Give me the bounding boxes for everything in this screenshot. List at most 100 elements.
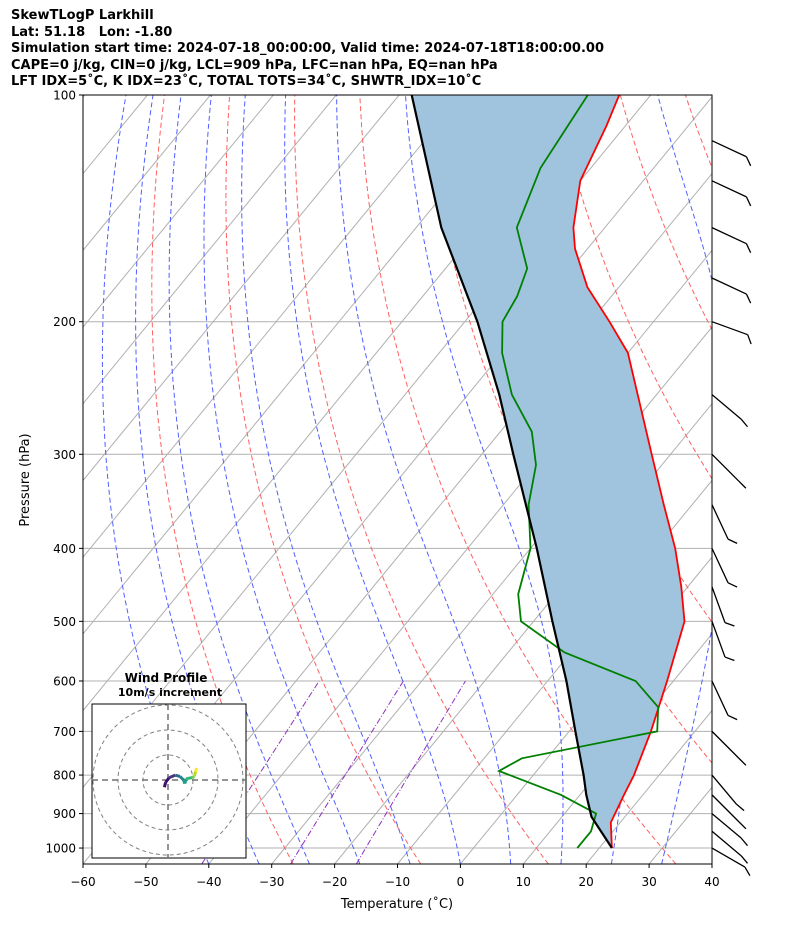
- isotherm--100: [83, 95, 463, 558]
- x-axis-label: Temperature (˚C): [340, 896, 453, 912]
- wind-barb-flag: [738, 757, 747, 766]
- title-stability-indices: LFT IDX=5˚C, K IDX=23˚C, TOTAL TOTS=34˚C…: [11, 74, 482, 89]
- wind-barb-flag: [738, 480, 747, 489]
- mixing-ratio-line: [355, 680, 466, 864]
- chart-header: SkewTLogP Larkhill Lat: 51.18 Lon: -1.80 S…: [11, 8, 604, 91]
- wind-barb-flag: [727, 714, 738, 721]
- hodograph-title: Wind Profile: [125, 671, 208, 685]
- wind-barb: [711, 180, 747, 198]
- wind-barb: [711, 504, 729, 540]
- moist-adiabat: [241, 95, 411, 864]
- wind-barb-flag: [724, 621, 735, 627]
- y-tick-label: 200: [53, 315, 76, 329]
- isotherm--160: [83, 95, 85, 98]
- cin-shading: [411, 95, 685, 848]
- y-tick-label: 400: [53, 542, 76, 556]
- wind-barb: [711, 586, 726, 623]
- x-tick-label: −20: [322, 875, 347, 889]
- title-station: SkewTLogP Larkhill: [11, 8, 154, 23]
- title-convective-indices: CAPE=0 j/kg, CIN=0 j/kg, LCL=909 hPa, LF…: [11, 57, 498, 73]
- wind-barb: [711, 394, 742, 420]
- wind-barb: [711, 140, 747, 158]
- temperature-profile: [572, 95, 686, 849]
- moist-adiabat: [203, 95, 361, 864]
- y-tick-label: 700: [53, 725, 76, 739]
- wind-barb-flag: [736, 803, 745, 812]
- y-tick-label: 1000: [45, 842, 76, 856]
- y-tick-label: 500: [53, 615, 76, 629]
- dry-adiabat: [684, 95, 712, 169]
- hodograph-trace: [164, 776, 171, 784]
- mixing-ratio-line: [290, 680, 404, 864]
- isotherm--140: [83, 95, 211, 252]
- wind-barb-flag: [745, 293, 752, 304]
- wind-barb-flag: [745, 243, 752, 254]
- wind-barb: [711, 277, 747, 295]
- x-tick-label: −30: [259, 875, 284, 889]
- dry-adiabat: [359, 95, 677, 864]
- wind-barb: [711, 813, 742, 839]
- hodograph-subtitle: 10m/s increment: [118, 686, 222, 699]
- y-tick-label: 600: [53, 674, 76, 688]
- hodograph-trace: [192, 771, 198, 777]
- wind-barb-flag: [727, 538, 738, 544]
- wind-barb-flag: [747, 334, 752, 345]
- hodograph-trace: [168, 773, 176, 779]
- isotherm--110: [83, 95, 400, 482]
- dry-adiabat: [751, 95, 794, 864]
- hodograph-trace: [185, 776, 193, 781]
- wind-barb: [711, 453, 740, 482]
- x-tick-label: 30: [641, 875, 656, 889]
- y-tick-label: 900: [53, 807, 76, 821]
- x-tick-label: −50: [133, 875, 158, 889]
- wind-barb: [711, 847, 746, 868]
- wind-barb: [711, 774, 737, 805]
- title-location: Lat: 51.18 Lon: -1.80: [11, 24, 173, 40]
- wind-barb: [711, 227, 747, 245]
- x-tick-label: −60: [70, 875, 95, 889]
- x-tick-label: 0: [457, 875, 465, 889]
- moist-adiabat: [336, 95, 512, 864]
- wind-barb: [711, 680, 729, 716]
- wind-barb-flag: [745, 196, 752, 207]
- wind-barb-flag: [740, 837, 749, 847]
- y-tick-label: 300: [53, 448, 76, 462]
- hodograph-trace: [194, 767, 199, 773]
- wind-barb: [711, 321, 748, 336]
- wind-barb: [711, 830, 742, 857]
- wind-barb-flag: [724, 656, 735, 662]
- dry-adiabat: [151, 95, 294, 864]
- wind-barb-flag: [744, 866, 751, 877]
- x-tick-label: 20: [579, 875, 594, 889]
- hodograph-trace: [178, 775, 185, 782]
- moist-adiabat: [711, 862, 712, 864]
- dry-adiabat: [225, 95, 422, 864]
- x-tick-label: −10: [385, 875, 410, 889]
- wind-barb-flag: [727, 582, 738, 588]
- wind-barb: [711, 794, 740, 823]
- wind-barb: [711, 730, 740, 759]
- wind-barb-flag: [745, 156, 752, 167]
- y-tick-label: 800: [53, 769, 76, 783]
- isotherm-0: [460, 556, 712, 864]
- mixing-ratio-line: [201, 680, 320, 864]
- moist-adiabat: [168, 95, 310, 864]
- hodograph-trace: [162, 782, 168, 788]
- isotherm--120: [83, 95, 337, 405]
- isotherm--10: [397, 479, 712, 864]
- hodograph-trace: [183, 778, 188, 784]
- isotherm-20: [585, 709, 712, 864]
- isotherm-40: [711, 863, 712, 864]
- x-tick-label: −40: [196, 875, 221, 889]
- moist-adiabat: [405, 95, 564, 864]
- y-axis-label: Pressure (hPa): [18, 433, 33, 526]
- parcel-profile: [410, 95, 613, 849]
- x-tick-label: 40: [704, 875, 719, 889]
- hodograph-plot: [92, 704, 246, 858]
- moist-adiabat: [657, 95, 712, 864]
- isotherm--130: [83, 95, 274, 328]
- wind-barb-flag: [738, 821, 747, 830]
- dry-adiabat: [294, 95, 549, 864]
- title-times: Simulation start time: 2024-07-18_00:00:…: [11, 41, 604, 56]
